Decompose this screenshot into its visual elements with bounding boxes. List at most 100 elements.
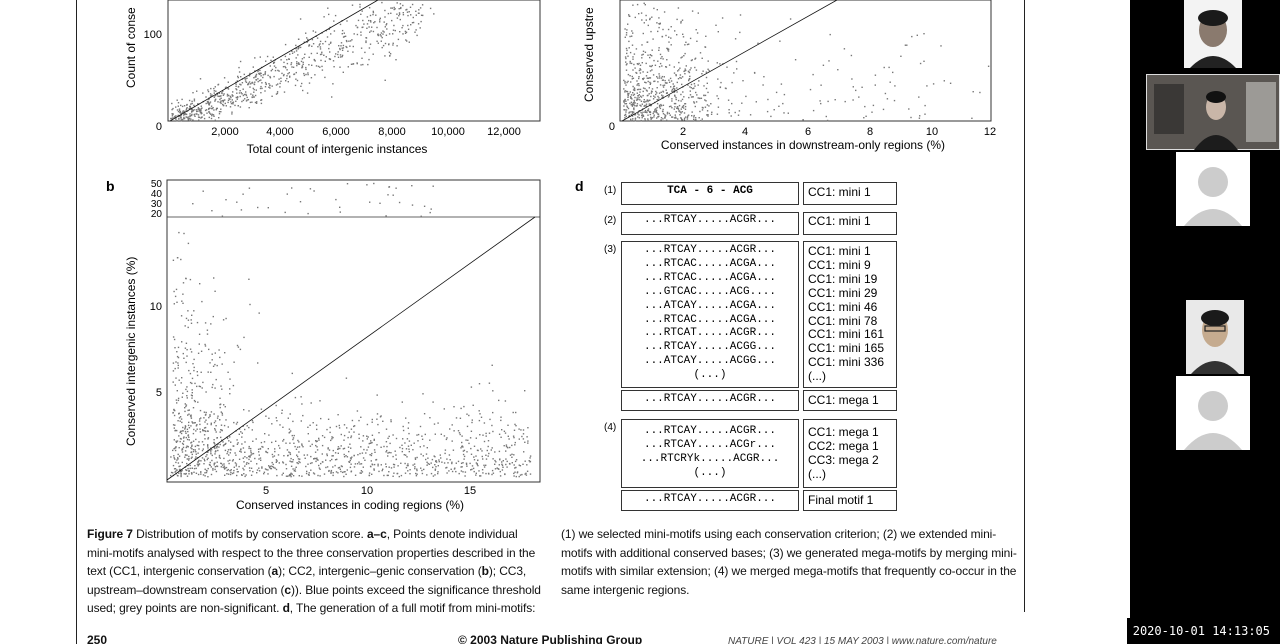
- scatter-point: [177, 397, 180, 400]
- scatter-point: [505, 450, 507, 452]
- scatter-point: [463, 458, 465, 460]
- participant-tile-4[interactable]: [1186, 300, 1244, 374]
- scatter-point: [351, 4, 354, 6]
- scatter-point: [180, 475, 182, 478]
- scatter-point: [476, 449, 479, 451]
- scatter-point: [476, 463, 478, 466]
- participant-tile-3[interactable]: [1176, 152, 1250, 226]
- scatter-point: [183, 114, 185, 116]
- scatter-point: [864, 105, 866, 108]
- motif-sequence-box: ...RTCAY.....ACGR... ...RTCAC.....ACGA...…: [621, 241, 799, 388]
- scatter-point: [212, 469, 214, 471]
- scatter-point: [500, 419, 502, 422]
- scatter-point: [191, 111, 193, 113]
- scatter-point: [179, 437, 182, 440]
- scatter-point: [656, 76, 658, 78]
- scatter-point: [674, 94, 676, 96]
- scatter-point: [648, 87, 650, 89]
- scatter-point: [208, 108, 210, 110]
- scatter-point: [370, 465, 372, 468]
- scatter-point: [318, 439, 320, 441]
- scatter-point: [285, 468, 288, 470]
- x-tick-label: 2: [680, 126, 686, 138]
- scatter-point: [675, 74, 677, 76]
- scatter-point: [340, 42, 343, 44]
- scatter-point: [325, 459, 327, 461]
- scatter-point: [200, 113, 202, 115]
- scatter-point: [362, 466, 364, 468]
- scatter-point: [634, 16, 636, 19]
- scatter-point: [662, 84, 664, 87]
- scatter-point: [432, 185, 434, 187]
- scatter-point: [291, 66, 293, 68]
- scatter-point: [671, 88, 674, 91]
- scatter-point: [264, 468, 267, 470]
- scatter-point: [194, 115, 196, 117]
- scatter-point: [369, 454, 371, 456]
- scatter-point: [225, 419, 227, 421]
- scatter-point: [335, 425, 338, 428]
- conservation-criterion-label: CC1: mini 19: [808, 271, 878, 286]
- scatter-point: [259, 87, 262, 90]
- participant-tile-1[interactable]: [1184, 0, 1242, 68]
- scatter-point: [184, 410, 186, 413]
- scatter-point: [307, 73, 309, 76]
- scatter-point: [186, 397, 188, 399]
- scatter-point: [526, 436, 528, 438]
- scatter-point: [628, 40, 630, 43]
- participant-tile-2-active[interactable]: [1146, 74, 1280, 150]
- scatter-point: [377, 423, 379, 426]
- scatter-point: [366, 27, 368, 29]
- scatter-point: [892, 71, 894, 74]
- scatter-point: [199, 110, 201, 112]
- scatter-point: [296, 462, 298, 464]
- scatter-point: [625, 34, 628, 36]
- scatter-point: [408, 11, 410, 13]
- scatter-point: [246, 77, 248, 79]
- scatter-point: [401, 450, 403, 453]
- scatter-point: [259, 457, 262, 459]
- scatter-point: [662, 113, 665, 115]
- scatter-point: [392, 475, 394, 477]
- scatter-point: [625, 111, 627, 113]
- scatter-point: [316, 52, 318, 54]
- scatter-point: [421, 438, 424, 440]
- scatter-point: [414, 458, 417, 460]
- scatter-point: [223, 463, 225, 465]
- scatter-point: [340, 470, 342, 473]
- scatter-point: [681, 56, 683, 58]
- scatter-point: [660, 91, 662, 93]
- motif-sequence: ...RTCAY.....ACGR...: [643, 244, 777, 256]
- conservation-criterion-label: CC1: mini 1: [808, 185, 871, 199]
- scatter-point: [361, 452, 364, 454]
- scatter-point: [695, 119, 697, 121]
- scatter-point: [492, 430, 494, 433]
- scatter-point: [237, 85, 240, 88]
- scatter-point: [979, 91, 981, 94]
- scatter-point: [648, 103, 650, 105]
- scatter-point: [365, 41, 367, 44]
- scatter-point: [627, 55, 629, 57]
- scatter-point: [308, 82, 311, 84]
- scatter-point: [782, 102, 784, 105]
- scatter-point: [681, 106, 683, 108]
- scatter-point: [172, 259, 175, 261]
- scatter-point: [174, 447, 176, 449]
- scatter-point: [360, 416, 362, 418]
- scatter-point: [491, 469, 494, 472]
- scatter-point: [734, 38, 737, 40]
- scatter-point: [624, 82, 626, 84]
- scatter-point: [210, 323, 212, 325]
- scatter-point: [272, 463, 274, 466]
- figure-caption-left: Figure 7 Distribution of motifs by conse…: [87, 525, 543, 618]
- scatter-point: [331, 96, 333, 98]
- scatter-point: [383, 31, 385, 33]
- scatter-point: [644, 104, 646, 107]
- scatter-point: [651, 16, 653, 18]
- y-tick-label: 20: [151, 209, 163, 220]
- participant-tile-5[interactable]: [1176, 376, 1250, 450]
- scatter-point: [527, 442, 529, 444]
- scatter-point: [197, 103, 199, 105]
- scatter-point: [222, 104, 225, 107]
- scatter-point: [684, 103, 686, 105]
